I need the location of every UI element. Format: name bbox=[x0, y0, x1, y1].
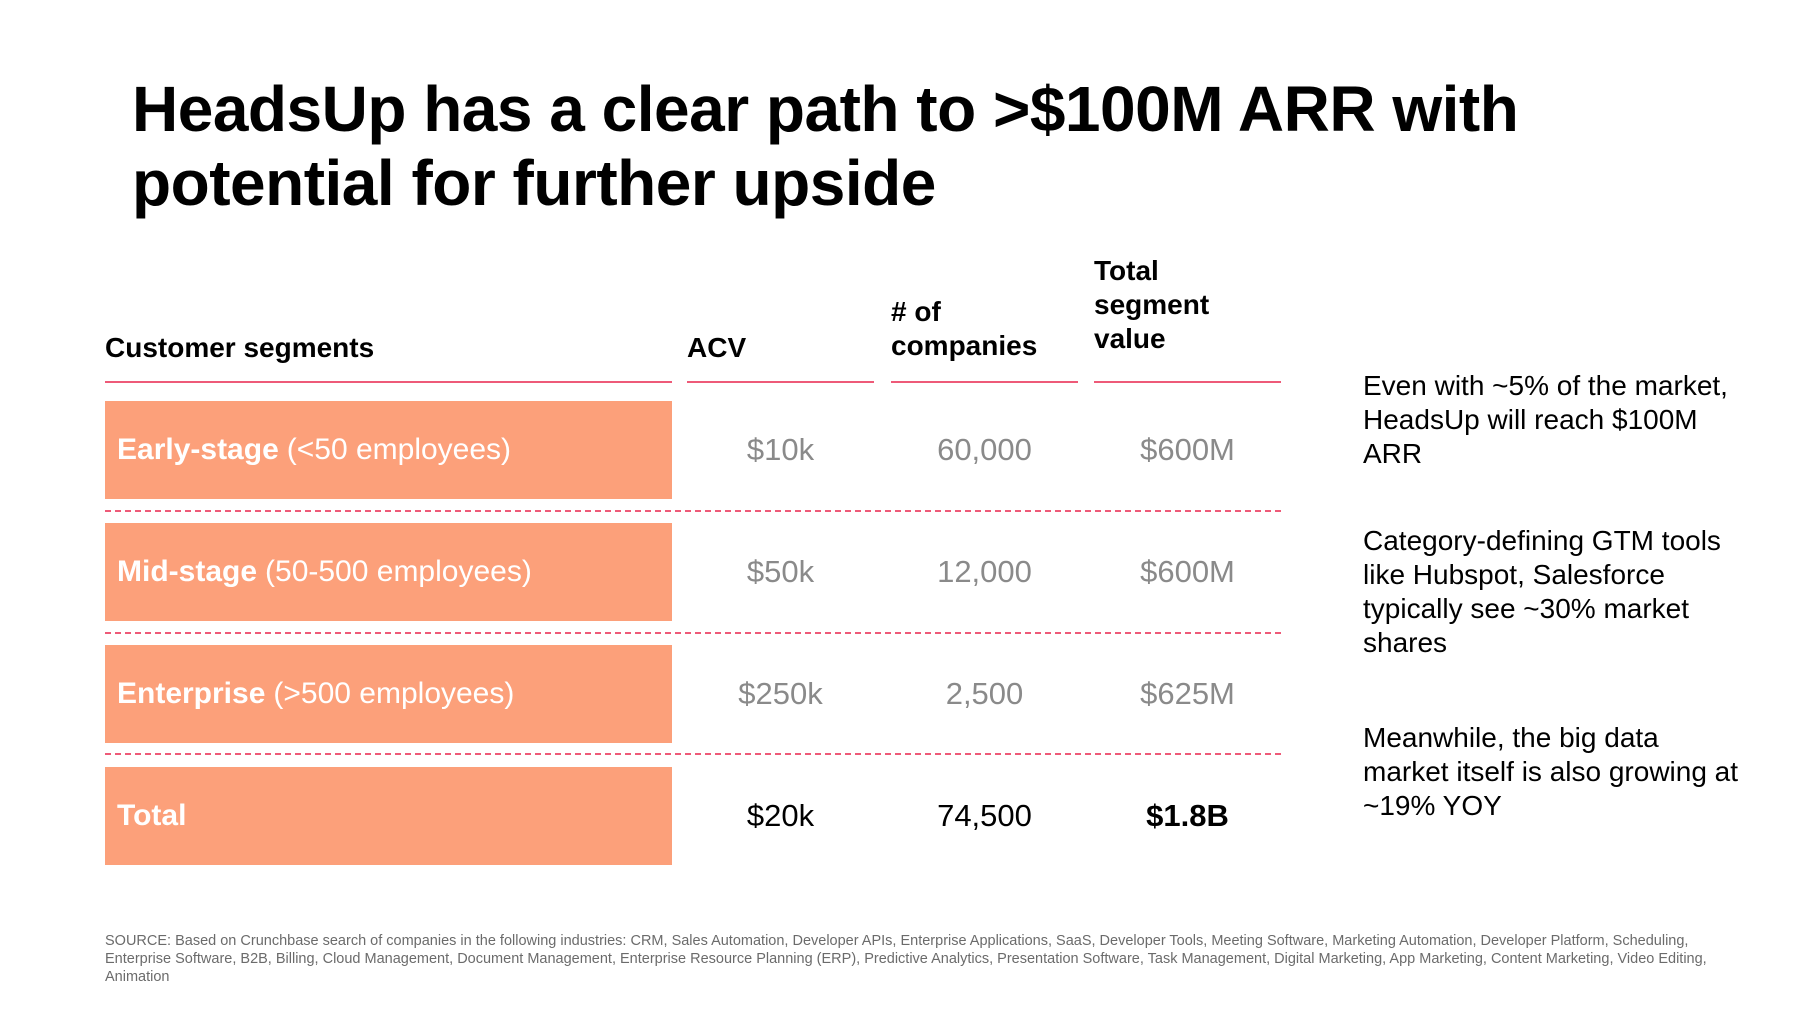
total-value: $625M bbox=[1140, 676, 1235, 711]
total-value: $1.8B bbox=[1146, 798, 1229, 833]
note-market-share: Even with ~5% of the market, HeadsUp wil… bbox=[1363, 370, 1728, 469]
header-number-of-companies: # of companies bbox=[891, 296, 1038, 361]
header-underline bbox=[1094, 381, 1281, 383]
table-row-mid-stage: Mid-stage (50-500 employees) $50k 12,000… bbox=[0, 523, 1816, 621]
note-gtm-tools: Category-defining GTM tools like Hubspot… bbox=[1363, 525, 1721, 658]
segment-name: Enterprise bbox=[117, 677, 266, 710]
header-acv: ACV bbox=[687, 332, 747, 363]
total-value: $600M bbox=[1140, 432, 1235, 467]
note-market-growth: Meanwhile, the big data market itself is… bbox=[1363, 722, 1739, 821]
segment-detail: (>500 employees) bbox=[273, 677, 515, 710]
companies-value: 60,000 bbox=[937, 432, 1032, 467]
segment-detail: (<50 employees) bbox=[286, 433, 512, 466]
row-divider bbox=[105, 510, 1281, 512]
segment-name: Mid-stage bbox=[117, 555, 258, 588]
acv-value: $10k bbox=[746, 432, 815, 467]
segment-label-box: Total bbox=[105, 767, 672, 865]
table-row-total: Total $20k 74,500 $1.8B bbox=[0, 767, 1816, 865]
header-customer-segments: Customer segments bbox=[105, 332, 375, 363]
acv-value: $50k bbox=[746, 554, 815, 589]
segment-label-box: Mid-stage (50-500 employees) bbox=[105, 523, 672, 621]
total-value: $600M bbox=[1140, 554, 1235, 589]
header-underline bbox=[105, 381, 672, 383]
header-underline bbox=[891, 381, 1078, 383]
acv-value: $20k bbox=[746, 798, 815, 833]
header-total-segment-value: Total segment value bbox=[1094, 255, 1210, 354]
companies-value: 2,500 bbox=[945, 676, 1024, 711]
segment-detail: (50-500 employees) bbox=[265, 555, 532, 588]
table-row-enterprise: Enterprise (>500 employees) $250k 2,500 … bbox=[0, 645, 1816, 743]
source-footnote: SOURCE: Based on Crunchbase search of co… bbox=[105, 933, 1707, 985]
table-row-early-stage: Early-stage (<50 employees) $10k 60,000 … bbox=[0, 401, 1816, 499]
row-divider bbox=[105, 632, 1281, 634]
segment-label-box: Enterprise (>500 employees) bbox=[105, 645, 672, 743]
acv-value: $250k bbox=[738, 676, 823, 711]
slide-title: HeadsUp has a clear path to >$100M ARR w… bbox=[132, 73, 1519, 219]
header-underline bbox=[687, 381, 874, 383]
companies-value: 12,000 bbox=[937, 554, 1032, 589]
companies-value: 74,500 bbox=[937, 798, 1032, 833]
segment-name: Early-stage bbox=[117, 433, 279, 466]
row-divider bbox=[105, 753, 1281, 755]
segment-label-box: Early-stage (<50 employees) bbox=[105, 401, 672, 499]
segment-name: Total bbox=[117, 799, 187, 832]
